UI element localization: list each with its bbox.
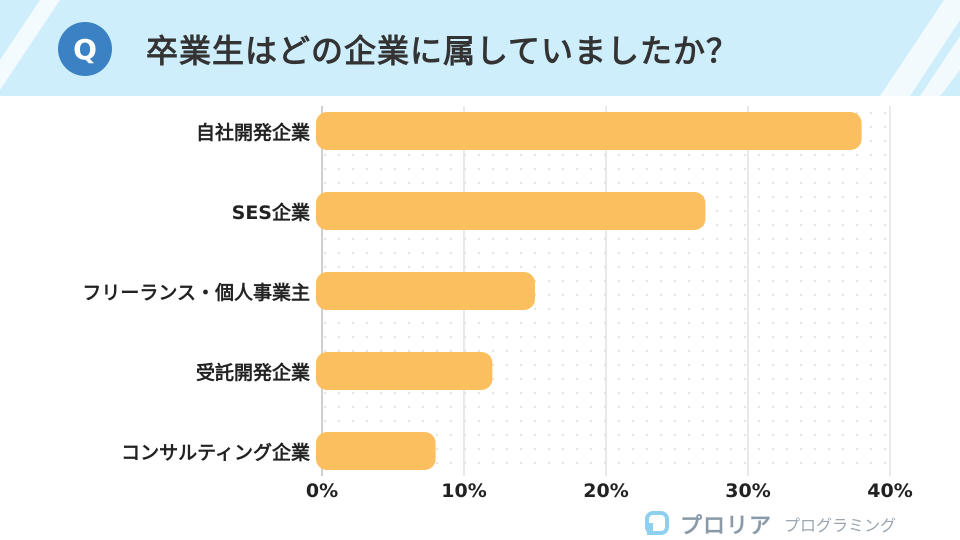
x-tick-label: 10%	[441, 480, 487, 502]
x-tick-label: 20%	[583, 480, 629, 502]
proria-logo-icon	[645, 511, 669, 535]
bar	[316, 352, 493, 390]
logo-name: プロリア	[680, 514, 773, 539]
x-tick-label: 40%	[867, 480, 913, 502]
banner-background	[0, 0, 960, 96]
question-badge: Q	[58, 22, 112, 76]
logo-subtitle: プログラミング	[784, 516, 897, 535]
bar	[316, 432, 436, 470]
category-label: 自社開発企業	[195, 122, 310, 144]
page-title: 卒業生はどの企業に属していましたか？	[146, 32, 740, 70]
chart-plot-area	[316, 106, 892, 476]
category-label: SES企業	[231, 202, 310, 224]
bar	[316, 112, 862, 150]
x-tick-label: 0%	[305, 480, 339, 502]
category-label: コンサルティング企業	[121, 442, 310, 464]
category-label: 受託開発企業	[195, 362, 310, 384]
header-banner: Q 卒業生はどの企業に属していましたか？	[0, 0, 960, 96]
bar-chart: 自社開発企業 SES企業 フリーランス・個人事業主 受託開発企業 コンサルティング企業 …	[0, 96, 960, 540]
x-tick-label: 30%	[725, 480, 771, 502]
bar	[316, 192, 706, 230]
category-label: フリーランス・個人事業主	[82, 282, 310, 304]
bar	[316, 272, 535, 310]
brand-logo: プロリア プログラミング	[644, 508, 896, 540]
